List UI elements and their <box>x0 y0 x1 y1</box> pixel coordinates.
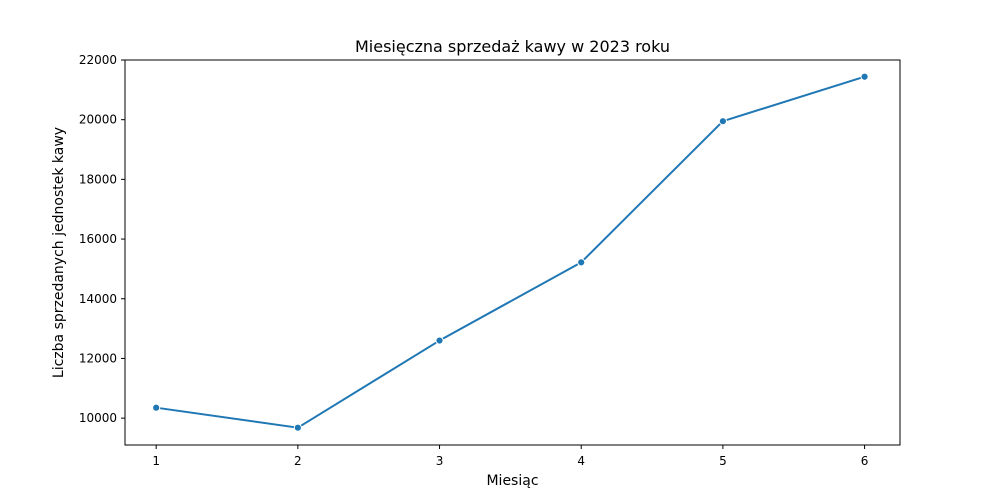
plot-area <box>124 59 901 446</box>
x-tick-label: 1 <box>152 454 160 468</box>
data-point <box>577 258 586 267</box>
data-point <box>718 117 727 126</box>
y-tick-label: 20000 <box>79 113 117 127</box>
y-axis-label: Liczba sprzedanych jednostek kawy <box>51 127 67 378</box>
x-axis: 1 2 3 4 5 6 <box>152 445 868 468</box>
chart-title: Miesięczna sprzedaż kawy w 2023 roku <box>355 37 670 56</box>
y-tick-label: 12000 <box>79 351 117 365</box>
data-point <box>152 403 161 412</box>
y-tick-label: 10000 <box>79 411 117 425</box>
y-tick-label: 22000 <box>79 53 117 67</box>
y-axis: 10000 12000 14000 16000 18000 20000 22000 <box>79 53 125 425</box>
x-axis-label: Miesiąc <box>486 473 538 489</box>
y-tick-label: 16000 <box>79 232 117 246</box>
x-tick-label: 4 <box>577 454 585 468</box>
x-tick-label: 6 <box>861 454 869 468</box>
data-point <box>435 336 444 345</box>
series-line <box>156 75 865 429</box>
y-tick-label: 14000 <box>79 292 117 306</box>
series-layer <box>152 72 869 432</box>
x-tick-label: 5 <box>719 454 727 468</box>
x-tick-label: 3 <box>436 454 444 468</box>
x-tick-label: 2 <box>294 454 302 468</box>
y-tick-label: 18000 <box>79 172 117 186</box>
data-point <box>860 72 869 81</box>
data-point <box>293 423 302 432</box>
